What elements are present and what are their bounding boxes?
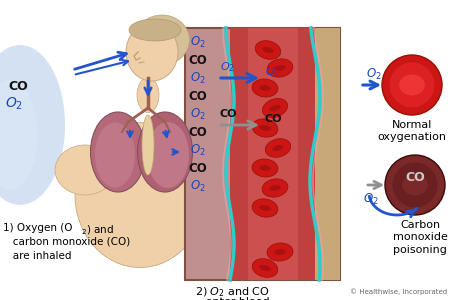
Bar (230, 28, 314, 280)
Ellipse shape (262, 98, 287, 118)
Text: CO: CO (188, 125, 206, 139)
Ellipse shape (137, 112, 192, 192)
Text: $O_2$: $O_2$ (190, 106, 205, 122)
Ellipse shape (126, 23, 178, 81)
Text: © Healthwise, Incorporated: © Healthwise, Incorporated (349, 288, 446, 295)
Text: CO: CO (188, 161, 206, 175)
Ellipse shape (90, 112, 145, 192)
Ellipse shape (258, 165, 270, 171)
Ellipse shape (55, 145, 115, 195)
Ellipse shape (252, 259, 277, 277)
Ellipse shape (259, 125, 270, 131)
Text: CO: CO (8, 80, 28, 93)
Text: $O_2$: $O_2$ (5, 96, 23, 112)
Text: $O_2$: $O_2$ (362, 192, 378, 207)
Ellipse shape (147, 122, 189, 188)
Ellipse shape (398, 74, 424, 95)
Text: CO: CO (188, 89, 206, 103)
Text: CO: CO (219, 109, 237, 119)
Text: CO: CO (188, 53, 206, 67)
Text: Normal
oxygenation: Normal oxygenation (377, 120, 446, 142)
Ellipse shape (95, 122, 134, 188)
Ellipse shape (0, 45, 65, 205)
Ellipse shape (266, 243, 292, 261)
Ellipse shape (389, 62, 434, 107)
Ellipse shape (75, 122, 205, 268)
Ellipse shape (252, 159, 277, 177)
Ellipse shape (262, 179, 287, 197)
Bar (309, 28, 339, 280)
Text: 1) Oxygen (O: 1) Oxygen (O (3, 223, 73, 233)
Text: $O_2$: $O_2$ (190, 178, 205, 194)
Ellipse shape (255, 41, 280, 59)
Ellipse shape (252, 199, 277, 217)
Text: $O_2$: $O_2$ (264, 65, 279, 79)
Ellipse shape (137, 77, 159, 112)
Ellipse shape (142, 115, 154, 175)
Ellipse shape (392, 163, 437, 208)
Ellipse shape (259, 205, 270, 211)
Text: $O_2$: $O_2$ (190, 142, 205, 158)
Ellipse shape (272, 145, 283, 151)
Ellipse shape (269, 185, 280, 191)
Ellipse shape (258, 85, 270, 91)
Text: $O_2$: $O_2$ (190, 70, 205, 86)
Text: $O_2$: $O_2$ (190, 34, 205, 50)
Text: CO: CO (404, 171, 424, 184)
Text: $_2$) and: $_2$) and (81, 223, 114, 237)
Ellipse shape (129, 19, 180, 41)
Ellipse shape (384, 155, 444, 215)
Text: CO: CO (264, 114, 282, 124)
Ellipse shape (274, 65, 285, 71)
Ellipse shape (401, 175, 427, 196)
Bar (185, 28, 339, 280)
Text: $O_2$: $O_2$ (365, 67, 381, 82)
Ellipse shape (265, 139, 290, 157)
Text: are inhaled: are inhaled (3, 251, 71, 261)
Text: 2) $O_2$ and CO: 2) $O_2$ and CO (195, 285, 269, 298)
Ellipse shape (252, 119, 277, 137)
Ellipse shape (381, 55, 441, 115)
Ellipse shape (274, 249, 285, 255)
Text: Carbon
monoxide
poisoning: Carbon monoxide poisoning (392, 220, 447, 255)
Text: $O_2$: $O_2$ (219, 60, 235, 74)
Ellipse shape (259, 265, 270, 271)
Bar (247, 28, 297, 280)
Ellipse shape (262, 47, 273, 53)
Text: carbon monoxide (CO): carbon monoxide (CO) (3, 237, 130, 247)
Ellipse shape (267, 59, 292, 77)
Ellipse shape (269, 105, 280, 111)
Ellipse shape (0, 80, 38, 190)
Ellipse shape (252, 79, 277, 97)
Ellipse shape (134, 15, 189, 65)
Text: enter blood: enter blood (195, 297, 269, 300)
